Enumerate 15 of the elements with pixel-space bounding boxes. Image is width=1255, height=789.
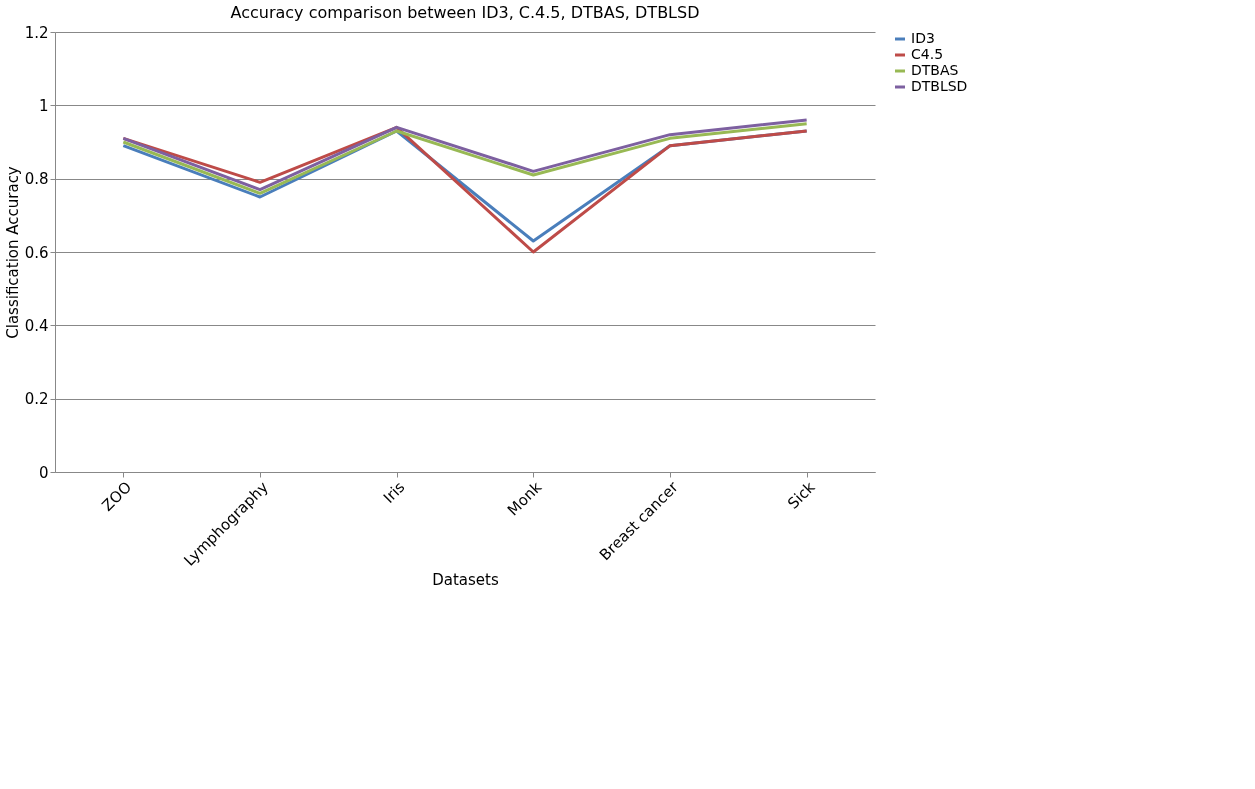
- legend-label: ID3: [911, 30, 935, 46]
- legend-label: DTBLSD: [911, 78, 968, 94]
- y-tick-label: 1: [38, 96, 49, 115]
- legend-label: DTBAS: [911, 62, 959, 78]
- legend-label: C4.5: [911, 46, 944, 62]
- y-tick-label: 0.2: [24, 390, 49, 409]
- x-axis-title: Datasets: [432, 570, 499, 589]
- y-axis-title: Classification Accuracy: [3, 166, 22, 339]
- y-tick-label: 0.4: [24, 316, 49, 335]
- y-tick-label: 1.2: [24, 23, 49, 42]
- y-tick-label: 0.6: [24, 243, 49, 262]
- x-tick-label: Iris: [379, 477, 409, 507]
- y-tick-label: 0.8: [24, 170, 49, 189]
- chart-title: Accuracy comparison between ID3, C.4.5, DTBAS, DTBLSD: [230, 3, 700, 22]
- y-tick-label: 0: [38, 463, 49, 482]
